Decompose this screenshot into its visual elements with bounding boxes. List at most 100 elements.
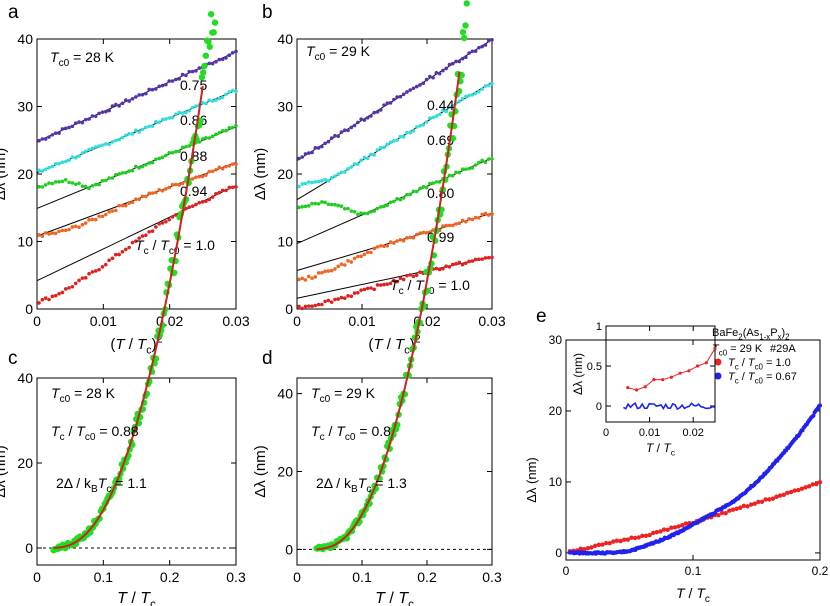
data-point	[464, 55, 468, 60]
data-point	[107, 142, 111, 147]
data-point	[210, 61, 215, 66]
data-point	[210, 99, 215, 103]
x-axis-label: (T / Tc)2	[110, 334, 162, 357]
data-point	[818, 403, 822, 408]
x-tick-label: 0	[33, 313, 41, 329]
data-point	[589, 545, 594, 550]
y-tick-label: 20	[17, 455, 33, 471]
data-point	[336, 264, 341, 269]
data-point	[110, 176, 115, 180]
data-point	[629, 535, 634, 540]
data-point	[100, 110, 105, 114]
inset-red-point	[652, 378, 656, 382]
data-point	[210, 195, 215, 199]
data-point	[336, 297, 341, 301]
data-point	[150, 191, 155, 195]
y-axis-label: Δλ (nm)	[524, 457, 539, 503]
data-point	[408, 192, 412, 197]
data-point	[120, 135, 125, 140]
data-point	[150, 87, 155, 92]
data-point	[473, 163, 478, 167]
data-point	[303, 152, 308, 156]
inset-red-point	[626, 386, 630, 390]
data-point	[70, 181, 75, 185]
data-point	[110, 140, 115, 144]
data-point	[329, 202, 334, 207]
data-point	[177, 110, 182, 115]
data-point	[303, 181, 308, 186]
panel-c: 0 0.1 0.2 0.3 0 20 40 Δλ (nm) T / Tc Tc0 = 28 K Tc…	[0, 10, 246, 606]
data-point	[134, 95, 138, 99]
data-point	[107, 176, 111, 180]
data-point	[437, 71, 442, 76]
data-point	[160, 155, 165, 160]
data-point	[160, 221, 165, 225]
data-point	[87, 147, 91, 152]
data-point	[211, 19, 219, 26]
y-tick-label: 40	[17, 31, 33, 47]
x-tick-label: 0.2	[812, 564, 829, 578]
data-point	[124, 203, 128, 208]
data-point	[130, 200, 135, 205]
data-point	[392, 97, 396, 102]
data-point	[93, 145, 98, 149]
data-point	[207, 98, 212, 102]
data-point	[378, 108, 383, 112]
data-point	[83, 276, 88, 280]
data-point	[636, 535, 641, 540]
panel-letter-d: d	[262, 348, 273, 369]
plot-frame	[36, 377, 237, 566]
data-point	[460, 262, 465, 267]
data-point	[113, 252, 118, 257]
data-point	[372, 110, 377, 115]
x-tick-label: 0.03	[222, 313, 249, 329]
data-point	[738, 505, 743, 510]
data-point	[227, 185, 232, 190]
data-point	[411, 189, 416, 194]
data-point	[745, 504, 750, 509]
data-point	[444, 223, 448, 228]
data-point	[204, 199, 208, 204]
data-point	[483, 211, 488, 216]
data-point	[392, 278, 396, 283]
panel-letter-b: b	[262, 2, 273, 23]
data-point	[418, 124, 422, 128]
data-point	[408, 130, 412, 135]
data-point	[352, 291, 357, 295]
data-point	[220, 166, 225, 171]
data-point	[457, 221, 462, 226]
data-point	[87, 117, 91, 121]
data-point	[316, 271, 321, 275]
data-point	[457, 170, 462, 175]
data-point	[227, 53, 232, 57]
data-point	[297, 205, 301, 210]
data-point	[224, 128, 228, 133]
legend-marker-blue	[714, 372, 722, 380]
data-point	[160, 83, 165, 88]
data-point	[124, 170, 128, 175]
data-point	[441, 224, 445, 228]
data-point	[224, 164, 228, 169]
data-point	[217, 165, 222, 170]
data-point	[362, 155, 367, 160]
x-tick-label: 0.3	[482, 569, 502, 585]
data-point	[47, 232, 51, 236]
data-point	[428, 230, 432, 235]
data-point	[199, 69, 207, 76]
data-point	[180, 111, 185, 115]
data-point	[632, 535, 638, 541]
series-label: 0.69	[427, 132, 454, 148]
data-point	[421, 185, 426, 189]
data-point	[234, 185, 238, 189]
data-point	[665, 527, 670, 532]
data-point	[53, 231, 58, 236]
data-point	[93, 182, 98, 187]
data-point	[329, 300, 334, 304]
data-point	[431, 115, 435, 120]
data-point	[206, 43, 213, 50]
data-point	[460, 97, 465, 101]
data-point	[187, 205, 192, 209]
data-point	[480, 87, 484, 91]
